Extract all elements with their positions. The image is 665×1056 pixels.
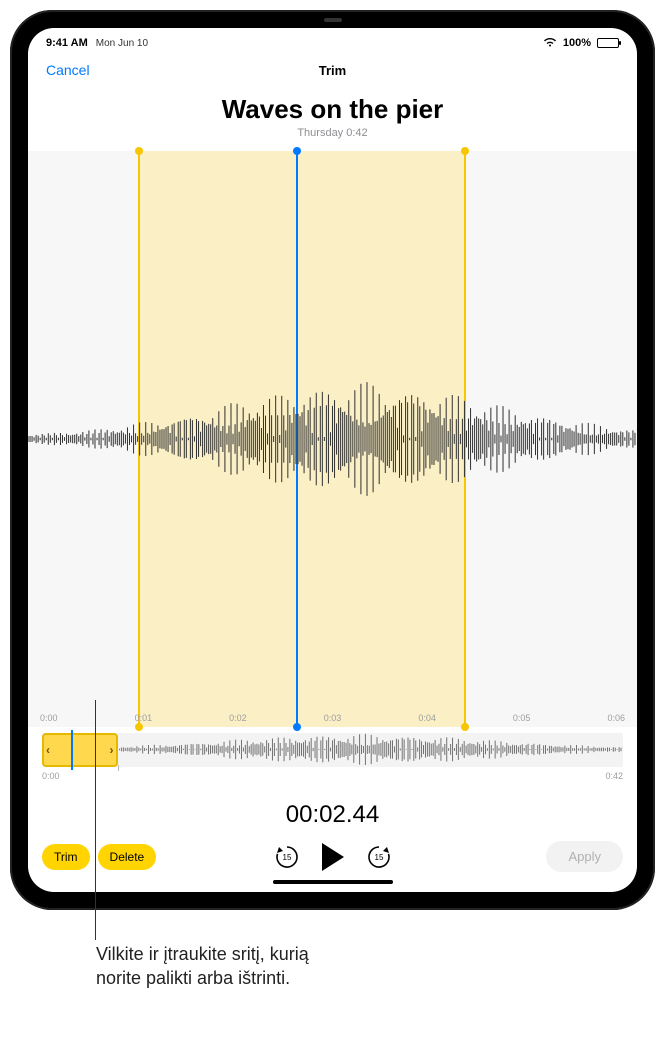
callout-text: Vilkite ir įtraukite sritį, kurią norite… bbox=[96, 942, 356, 991]
nav-title: Trim bbox=[319, 63, 346, 78]
overview-trim-handles[interactable]: ‹ › bbox=[42, 733, 118, 767]
trim-button[interactable]: Trim bbox=[42, 844, 90, 870]
ipad-frame: 9:41 AM Mon Jun 10 ⋯ 100% Cancel Trim Wa… bbox=[10, 10, 655, 910]
trim-handle-top-right[interactable] bbox=[461, 147, 469, 155]
skip-back-button[interactable]: 15 bbox=[272, 842, 302, 872]
skip-forward-button[interactable]: 15 bbox=[364, 842, 394, 872]
skip-forward-icon: 15 bbox=[365, 843, 393, 871]
ruler-tick: 0:06 bbox=[607, 713, 625, 723]
trim-handle-bottom-left[interactable] bbox=[135, 723, 143, 731]
trim-handle-top-left[interactable] bbox=[135, 147, 143, 155]
apply-button[interactable]: Apply bbox=[546, 841, 623, 872]
cancel-button[interactable]: Cancel bbox=[46, 62, 90, 78]
battery-percent: 100% bbox=[563, 37, 591, 49]
waveform-ruler: 0:00 0:01 0:02 0:03 0:04 0:05 0:06 bbox=[28, 713, 637, 723]
home-indicator[interactable] bbox=[273, 880, 393, 884]
battery-icon bbox=[597, 38, 619, 48]
ruler-tick: 0:01 bbox=[135, 713, 153, 723]
camera-dot bbox=[324, 18, 342, 22]
overview-playhead[interactable] bbox=[71, 730, 73, 770]
recording-header: Waves on the pier Thursday 0:42 bbox=[28, 84, 637, 145]
overview-strip[interactable]: ‹ › bbox=[42, 733, 623, 767]
svg-text:15: 15 bbox=[282, 853, 291, 862]
ruler-tick: 0:05 bbox=[513, 713, 531, 723]
trim-grip-right-icon[interactable]: › bbox=[110, 743, 114, 757]
ruler-tick: 0:04 bbox=[418, 713, 436, 723]
callout-line-vertical bbox=[95, 700, 96, 940]
ruler-tick: 0:02 bbox=[229, 713, 247, 723]
svg-text:15: 15 bbox=[374, 853, 383, 862]
recording-duration: 0:42 bbox=[346, 127, 367, 139]
trim-grip-left-icon[interactable]: ‹ bbox=[46, 743, 50, 757]
wifi-icon bbox=[543, 37, 557, 50]
ruler-tick: 0:03 bbox=[324, 713, 342, 723]
trim-handle-bottom-right[interactable] bbox=[461, 723, 469, 731]
delete-button[interactable]: Delete bbox=[98, 844, 157, 870]
recording-day: Thursday bbox=[297, 127, 343, 139]
nav-bar: Cancel Trim bbox=[28, 52, 637, 84]
play-button[interactable] bbox=[322, 843, 344, 871]
overview-waveform bbox=[42, 733, 623, 766]
multitask-dots-icon[interactable]: ⋯ bbox=[325, 28, 340, 31]
overview-start-time: 0:00 bbox=[42, 771, 60, 781]
time-display: 00:02.44 bbox=[28, 785, 637, 841]
overview-end-time: 0:42 bbox=[605, 771, 623, 781]
waveform bbox=[28, 379, 637, 499]
controls-row: Trim Delete 15 15 bbox=[28, 841, 637, 892]
overview-ruler: 0:00 0:42 bbox=[42, 771, 623, 785]
status-date: Mon Jun 10 bbox=[96, 38, 148, 49]
waveform-area[interactable]: 0:00 0:01 0:02 0:03 0:04 0:05 0:06 bbox=[28, 151, 637, 727]
skip-back-icon: 15 bbox=[273, 843, 301, 871]
screen: 9:41 AM Mon Jun 10 ⋯ 100% Cancel Trim Wa… bbox=[28, 28, 637, 892]
status-time: 9:41 AM bbox=[46, 37, 88, 49]
ruler-tick: 0:00 bbox=[40, 713, 58, 723]
recording-title: Waves on the pier bbox=[46, 94, 619, 125]
status-bar: 9:41 AM Mon Jun 10 ⋯ 100% bbox=[28, 28, 637, 52]
overview-tick bbox=[118, 765, 119, 771]
